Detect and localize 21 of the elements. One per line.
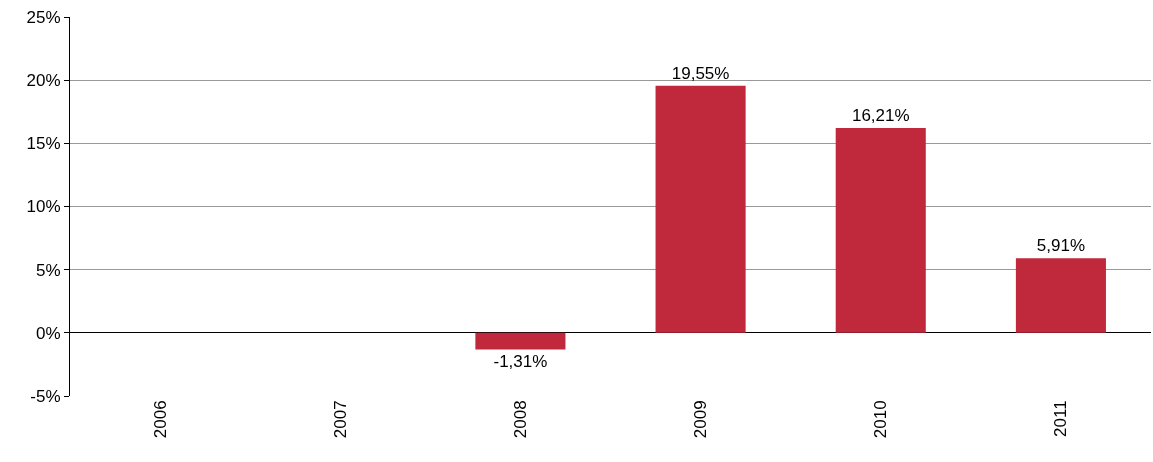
bar [835, 128, 926, 333]
y-tick-label: -5% [30, 386, 61, 406]
x-tick-label: 2010 [871, 400, 891, 439]
y-tick-label: 0% [36, 323, 61, 343]
data-label: 16,21% [851, 106, 910, 126]
y-tick-label: 15% [26, 134, 61, 154]
x-tick-label: 2009 [691, 400, 711, 439]
x-tick-label: 2006 [150, 400, 170, 439]
x-tick-label: 2008 [510, 400, 530, 439]
y-tick-label: 10% [26, 197, 61, 217]
x-tick-label: 2011 [1051, 400, 1071, 437]
y-tick-label: 20% [26, 71, 61, 91]
bar [475, 332, 566, 350]
bar [655, 85, 746, 333]
data-label: 5,91% [1036, 236, 1086, 256]
bar [1015, 258, 1106, 333]
data-label: 19,55% [671, 63, 730, 83]
y-tick-label: 25% [26, 7, 61, 27]
x-tick-label: 2007 [330, 400, 350, 439]
data-label: -1,31% [493, 352, 548, 372]
y-tick-label: 5% [36, 260, 61, 280]
